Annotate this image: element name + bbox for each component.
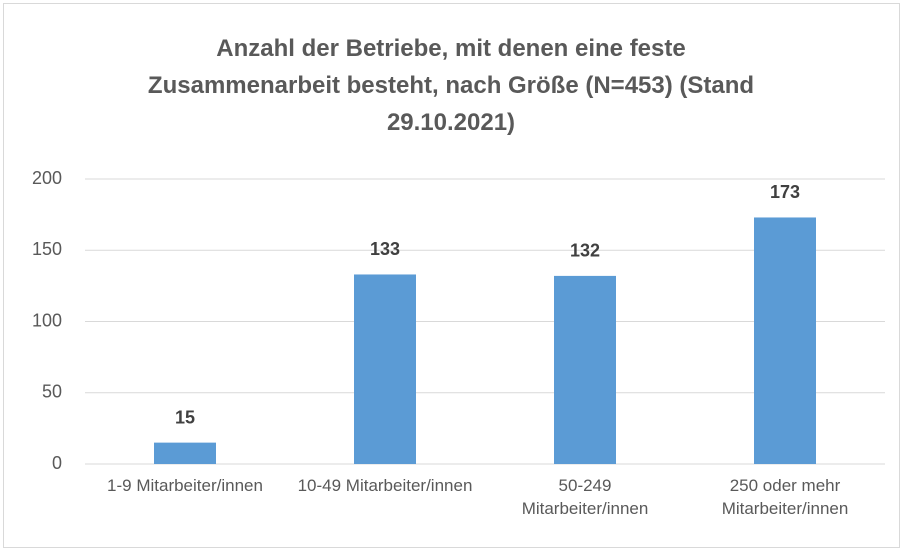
data-label: 132 <box>570 241 600 261</box>
x-tick-label: 250 oder mehr Mitarbeiter/innen <box>721 476 849 518</box>
x-tick-label: 50-249 Mitarbeiter/innen <box>521 476 649 518</box>
data-label: 133 <box>370 239 400 259</box>
bar <box>154 442 216 464</box>
bar <box>754 217 816 464</box>
y-tick-label: 0 <box>52 453 62 473</box>
data-label: 173 <box>770 182 800 202</box>
bar <box>354 274 416 464</box>
y-tick-label: 200 <box>32 168 62 188</box>
y-tick-label: 100 <box>32 310 62 330</box>
x-tick-label: 1-9 Mitarbeiter/innen <box>107 476 263 495</box>
chart-title: Anzahl der Betriebe, mit denen eine fest… <box>147 35 755 136</box>
data-label: 15 <box>175 407 195 427</box>
y-tick-label: 50 <box>42 382 62 402</box>
chart-border <box>3 3 900 548</box>
bar <box>554 275 616 464</box>
y-tick-label: 150 <box>32 239 62 259</box>
x-tick-label: 10-49 Mitarbeiter/innen <box>297 476 473 495</box>
